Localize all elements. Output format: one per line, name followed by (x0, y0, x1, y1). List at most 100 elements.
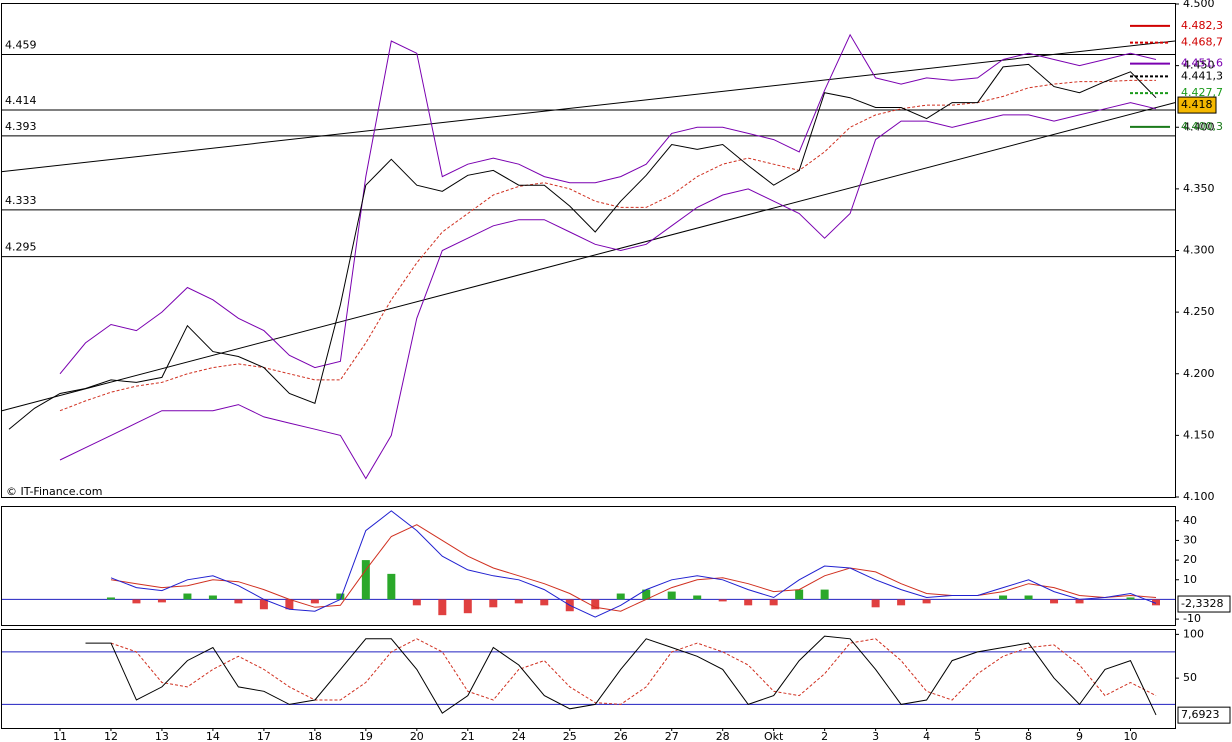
last-price-badge (1177, 96, 1217, 114)
y-tick-label: 4.350 (1183, 182, 1215, 195)
series-line (110, 524, 1157, 612)
x-tick-label: 20 (410, 730, 424, 742)
histogram-bar (310, 599, 319, 604)
y-tick-label: 40 (1183, 514, 1197, 527)
x-tick-label: 27 (665, 730, 679, 742)
price-marker-label: 4.400,3 (1181, 120, 1223, 133)
price-marker-label: 4.451,6 (1181, 57, 1223, 70)
series-line (59, 33, 1157, 375)
histogram-bar (463, 599, 472, 614)
histogram-bar (820, 589, 829, 600)
x-tick-label: 19 (359, 730, 373, 742)
x-tick-label: 17 (257, 730, 271, 742)
histogram-bar (591, 599, 600, 610)
y-tick-label: 4.200 (1183, 367, 1215, 380)
histogram-bar (157, 599, 166, 603)
histogram-bar (1152, 599, 1160, 606)
series-line (85, 635, 1157, 716)
x-tick-label: 26 (614, 730, 628, 742)
x-tick-label: 13 (155, 730, 169, 742)
histogram-bar (514, 599, 523, 604)
histogram-bar (540, 599, 549, 606)
x-tick-label: 8 (1025, 730, 1032, 742)
histogram-bar (285, 599, 294, 610)
histogram-bar (999, 595, 1008, 600)
x-tick-label: 4 (923, 730, 930, 742)
x-tick-label: 21 (461, 730, 475, 742)
histogram-bar (336, 593, 345, 600)
histogram-bar (259, 599, 268, 610)
x-tick-label: 28 (716, 730, 730, 742)
histogram-bar (183, 593, 192, 600)
current-value-badge (1177, 595, 1231, 613)
level-label: 4.414 (5, 94, 37, 107)
histogram-bar (387, 573, 396, 600)
x-tick-label: 14 (206, 730, 220, 742)
trendline (1, 40, 1176, 173)
histogram-bar (769, 599, 778, 606)
histogram-bar (871, 599, 880, 608)
series-line (110, 510, 1157, 618)
x-tick-label: 18 (308, 730, 322, 742)
histogram-bar (1075, 599, 1084, 604)
histogram-bar (744, 599, 753, 606)
price-marker-label: 4.427,7 (1181, 86, 1223, 99)
histogram-bar (234, 599, 243, 604)
x-tick-label: 11 (53, 730, 67, 742)
series-line (59, 102, 1157, 480)
histogram-bar (489, 599, 498, 608)
x-tick-label: 9 (1076, 730, 1083, 742)
current-value-badge (1177, 706, 1231, 724)
histogram-bar (132, 599, 141, 604)
y-tick-label: 4.400 (1183, 120, 1215, 133)
x-tick-label: 25 (563, 730, 577, 742)
price-marker-label: 4.482,3 (1181, 19, 1223, 32)
trendline (1, 102, 1176, 412)
histogram-bar (106, 597, 115, 600)
histogram-bar (922, 599, 931, 604)
y-tick-label: 4.100 (1183, 490, 1215, 503)
histogram-bar (693, 595, 702, 600)
x-tick-label: 3 (872, 730, 879, 742)
histogram-bar (1050, 599, 1059, 604)
x-tick-label: 5 (974, 730, 981, 742)
price-marker-label: 4.468,7 (1181, 36, 1223, 49)
price-marker-label: 4.441,3 (1181, 69, 1223, 82)
histogram-bar (1024, 595, 1033, 600)
y-tick-label: 4.450 (1183, 59, 1215, 72)
watermark: © IT-Finance.com (6, 485, 103, 498)
histogram-bar (1126, 597, 1135, 600)
stochastic-panel (1, 629, 1176, 729)
x-tick-label: 10 (1124, 730, 1138, 742)
y-tick-label: 10 (1183, 573, 1197, 586)
y-tick-label: 4.300 (1183, 244, 1215, 257)
histogram-bar (667, 591, 676, 600)
y-tick-label: 100 (1183, 627, 1204, 640)
histogram-bar (795, 589, 804, 600)
y-tick-label: 30 (1183, 533, 1197, 546)
histogram-bar (412, 599, 421, 606)
y-tick-label: 4.250 (1183, 305, 1215, 318)
current-value-label: -2,3328 (1181, 597, 1223, 610)
x-tick-label: 24 (512, 730, 526, 742)
histogram-bar (718, 599, 727, 602)
macd-panel (1, 506, 1176, 626)
level-label: 4.295 (5, 241, 37, 254)
level-label: 4.393 (5, 120, 37, 133)
histogram-bar (361, 560, 370, 600)
level-label: 4.459 (5, 39, 37, 52)
histogram-bar (642, 589, 651, 600)
y-tick-label: 20 (1183, 553, 1197, 566)
histogram-bar (438, 599, 447, 616)
histogram-bar (208, 595, 217, 600)
y-tick-label: 4.500 (1183, 0, 1215, 10)
current-value-label: 7,6923 (1181, 708, 1220, 721)
x-tick-label: 2 (821, 730, 828, 742)
series-line (110, 638, 1157, 705)
y-tick-label: 4.150 (1183, 428, 1215, 441)
y-tick-label: -10 (1183, 612, 1201, 625)
x-tick-label: 12 (104, 730, 118, 742)
x-tick-label: Okt (764, 730, 784, 742)
